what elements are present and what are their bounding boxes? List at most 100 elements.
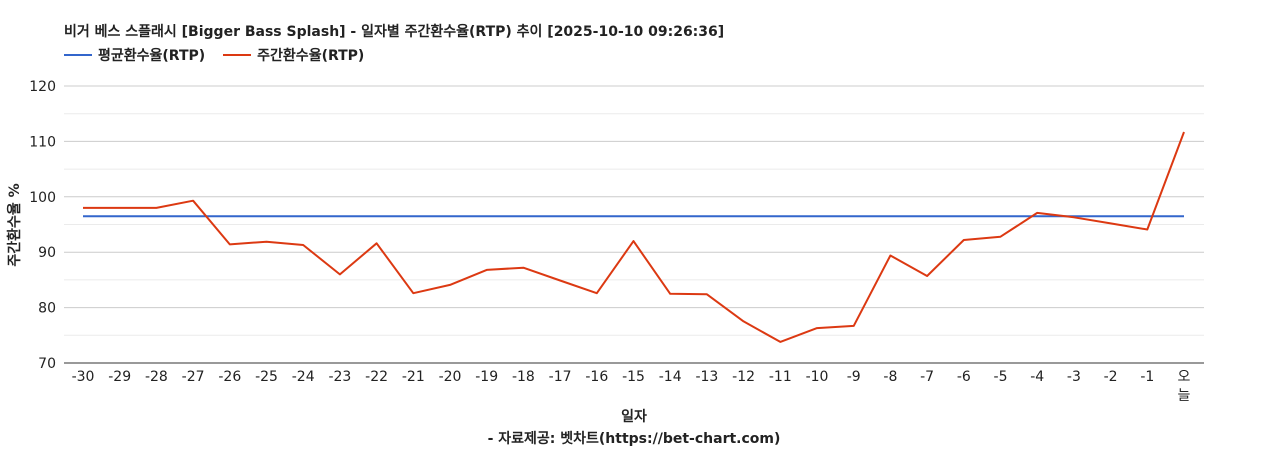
data-point-1	[632, 240, 635, 243]
data-point-1	[449, 283, 452, 286]
data-point-0	[559, 215, 562, 218]
y-tick-label: 110	[29, 134, 56, 150]
y-tick-label: 70	[38, 356, 56, 372]
x-tick-label: -21	[402, 369, 425, 385]
data-point-1	[1183, 130, 1186, 133]
data-point-1	[375, 242, 378, 245]
data-point-1	[1072, 216, 1075, 219]
x-tick-label: -11	[769, 369, 792, 385]
data-point-0	[118, 215, 121, 218]
data-point-0	[265, 215, 268, 218]
x-axis-label: 일자	[621, 409, 647, 425]
data-point-1	[1146, 228, 1149, 231]
data-point-1	[192, 199, 195, 202]
x-tick-label: -2	[1104, 369, 1118, 385]
data-point-0	[1036, 215, 1039, 218]
data-point-0	[595, 215, 598, 218]
source-credit: - 자료제공: 벳차트(https://bet-chart.com)	[487, 431, 781, 447]
data-point-0	[926, 215, 929, 218]
x-tick-label: -27	[182, 369, 205, 385]
legend: 평균환수율(RTP) 주간환수율(RTP)	[64, 46, 382, 64]
x-tick-label: -1	[1140, 369, 1154, 385]
data-point-0	[485, 215, 488, 218]
data-point-0	[1183, 215, 1186, 218]
x-tick-label: -15	[622, 369, 645, 385]
y-tick-label: 100	[29, 190, 56, 206]
data-point-1	[302, 243, 305, 246]
y-tick-label: 120	[29, 79, 56, 95]
data-point-0	[779, 215, 782, 218]
data-point-1	[962, 239, 965, 242]
x-tick-label: -29	[108, 369, 131, 385]
x-tick-label: -20	[439, 369, 462, 385]
data-point-0	[412, 215, 415, 218]
data-point-1	[926, 275, 929, 278]
data-point-0	[962, 215, 965, 218]
data-point-1	[852, 324, 855, 327]
series-line-1	[83, 131, 1185, 343]
data-point-1	[742, 320, 745, 323]
data-point-0	[632, 215, 635, 218]
chart-title: 비거 베스 스플래시 [Bigger Bass Splash] - 일자별 주간…	[64, 24, 725, 40]
legend-label-weekly: 주간환수율(RTP)	[257, 48, 365, 64]
data-point-1	[82, 206, 85, 209]
data-point-0	[999, 215, 1002, 218]
data-point-1	[338, 273, 341, 276]
data-point-1	[412, 292, 415, 295]
x-tick-label: -24	[292, 369, 315, 385]
x-tick-label: -4	[1030, 369, 1044, 385]
x-tick-label: -6	[957, 369, 971, 385]
y-axis-label: 주간환수율 %	[7, 183, 23, 267]
data-point-1	[559, 279, 562, 282]
legend-item-average[interactable]: 평균환수율(RTP)	[64, 45, 205, 65]
x-tick-label: -12	[732, 369, 755, 385]
data-point-0	[889, 215, 892, 218]
x-tick-label: -23	[328, 369, 351, 385]
data-point-1	[1109, 222, 1112, 225]
data-point-1	[705, 293, 708, 296]
x-tick-label: -22	[365, 369, 388, 385]
data-point-1	[595, 292, 598, 295]
data-point-0	[1109, 215, 1112, 218]
y-tick-label: 80	[38, 301, 56, 317]
data-point-1	[522, 266, 525, 269]
data-point-1	[999, 235, 1002, 238]
data-point-0	[375, 215, 378, 218]
data-point-0	[82, 215, 85, 218]
data-point-0	[1146, 215, 1149, 218]
data-point-0	[302, 215, 305, 218]
x-tick-label: -3	[1067, 369, 1081, 385]
x-tick-label: -26	[218, 369, 241, 385]
x-tick-label: -19	[475, 369, 498, 385]
data-point-0	[522, 215, 525, 218]
x-tick-label: -10	[806, 369, 829, 385]
legend-item-weekly[interactable]: 주간환수율(RTP)	[223, 45, 364, 65]
data-point-1	[779, 340, 782, 343]
x-tick-label: -7	[920, 369, 934, 385]
data-point-1	[228, 243, 231, 246]
legend-label-average: 평균환수율(RTP)	[98, 48, 206, 64]
y-tick-label: 90	[38, 245, 56, 261]
x-tick-label: -25	[255, 369, 278, 385]
data-point-0	[338, 215, 341, 218]
x-tick-label: -30	[72, 369, 95, 385]
x-tick-label: -13	[695, 369, 718, 385]
data-point-0	[705, 215, 708, 218]
data-point-0	[669, 215, 672, 218]
x-tick-label: -14	[659, 369, 682, 385]
data-point-0	[816, 215, 819, 218]
legend-swatch-weekly	[223, 54, 252, 56]
data-point-1	[118, 206, 121, 209]
data-point-1	[155, 206, 158, 209]
x-tick-label: -17	[549, 369, 572, 385]
data-point-0	[852, 215, 855, 218]
x-tick-label: -16	[585, 369, 608, 385]
x-tick-label: -9	[847, 369, 861, 385]
data-point-1	[1036, 211, 1039, 214]
legend-swatch-average	[64, 54, 92, 56]
x-tick-label: -28	[145, 369, 168, 385]
data-point-0	[449, 215, 452, 218]
data-point-1	[669, 292, 672, 295]
